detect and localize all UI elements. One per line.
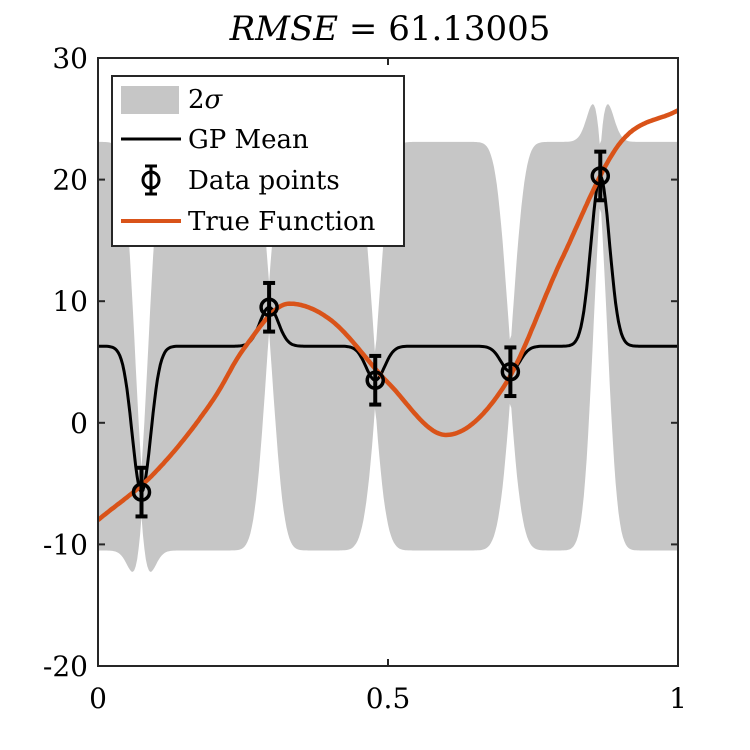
data-point <box>500 345 521 399</box>
legend-label-gp-mean: GP Mean <box>188 125 309 155</box>
data-points-layer <box>131 149 611 519</box>
legend-label-band: 2σ <box>188 85 224 115</box>
legend-label-band-main: 2 <box>188 85 205 115</box>
x-tick-label: 0 <box>89 682 107 715</box>
chart-title: RMSE = 61.13005 <box>229 9 551 49</box>
legend-label-band-greek: σ <box>205 85 224 115</box>
data-point-marker <box>365 370 385 390</box>
data-point <box>259 280 279 334</box>
data-point <box>590 149 611 203</box>
axis-ticks: -20 -10 0 10 20 30 0 0.5 1 <box>43 42 687 715</box>
y-tick-label: 30 <box>52 42 88 75</box>
data-point <box>365 353 385 407</box>
legend-swatch-data-points <box>141 164 161 196</box>
gp-mean-line <box>98 174 678 495</box>
true-function-line <box>98 108 678 522</box>
x-tick-label: 0.5 <box>366 682 411 715</box>
y-tick-label: 0 <box>70 407 88 440</box>
y-tick-label: 20 <box>52 164 88 197</box>
chart-title-lhs: RMSE <box>229 9 339 49</box>
data-point-marker <box>590 166 611 186</box>
y-tick-label: 10 <box>52 285 88 318</box>
chart-title-eq: = <box>338 9 388 49</box>
legend-label-data-points: Data points <box>188 166 340 196</box>
chart-title-rhs: 61.13005 <box>388 9 550 49</box>
data-point <box>131 465 152 519</box>
x-tick-label: 1 <box>669 682 687 715</box>
data-point-marker <box>500 361 521 382</box>
legend-label-true-function: True Function <box>188 207 376 237</box>
legend: 2σ GP Mean Data points True Function <box>111 75 405 247</box>
legend-swatch-band <box>121 86 179 114</box>
y-tick-label: -20 <box>43 650 88 683</box>
y-tick-label: -10 <box>43 528 88 561</box>
data-point-marker <box>131 482 152 502</box>
data-point-marker <box>259 297 279 318</box>
